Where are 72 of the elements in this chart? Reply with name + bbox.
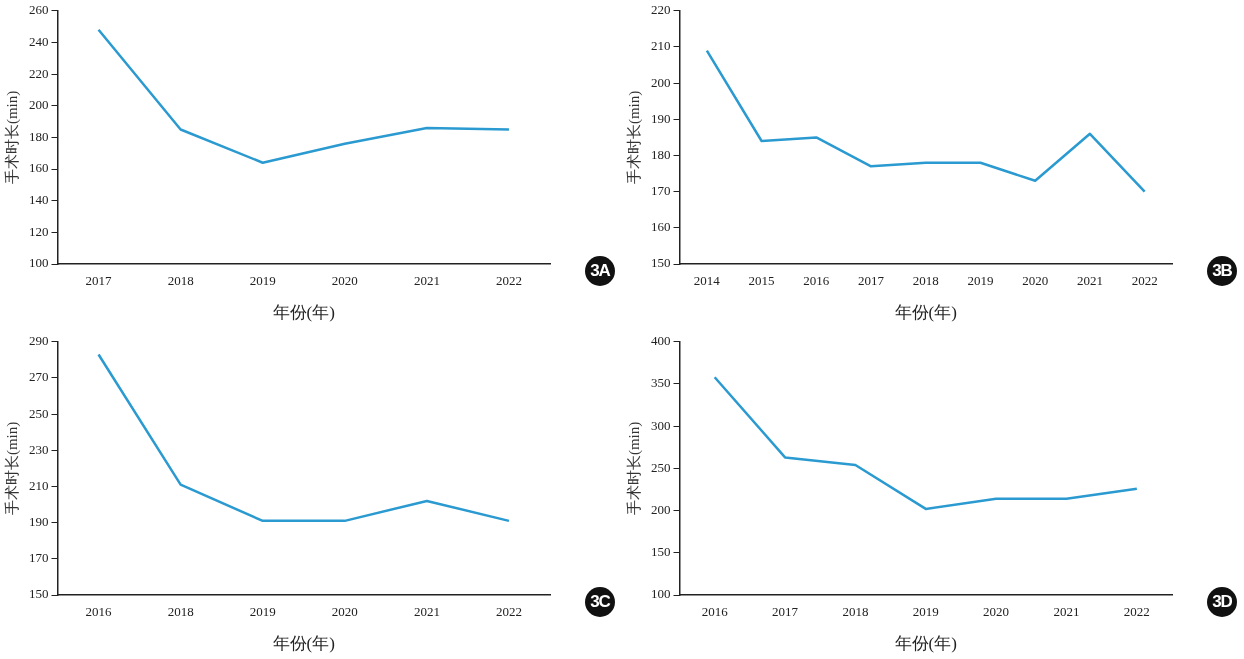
y-tick-label: 200 [651,74,671,90]
x-tick-label: 2017 [858,273,885,289]
y-tick-label: 240 [29,33,49,49]
x-tick-label: 2015 [748,273,775,289]
x-tick-label: 2018 [167,604,194,620]
x-tick-label: 2020 [1022,273,1049,289]
y-tick-label: 230 [29,441,49,457]
x-tick-label: 2016 [701,604,729,620]
x-axis-title: 年份(年) [272,303,335,323]
y-axis-title: 手术时长(min) [625,421,643,516]
x-tick-label: 2021 [413,604,440,620]
y-tick-label: 140 [29,192,49,208]
x-tick-label: 2019 [967,273,994,289]
y-axis-title: 手术时长(min) [625,90,643,185]
y-tick-label: 170 [29,550,49,566]
y-tick-label: 180 [651,146,671,162]
x-tick-label: 2022 [1123,604,1150,620]
y-tick-label: 150 [651,544,671,560]
y-tick-label: 210 [29,477,49,493]
x-tick-label: 2017 [85,273,113,289]
y-tick-label: 260 [29,2,49,18]
y-tick-label: 160 [651,219,671,235]
text: 3D [1207,587,1237,617]
x-tick-label: 2019 [249,273,276,289]
x-tick-label: 2016 [803,273,830,289]
x-tick-label: 2014 [693,273,721,289]
y-tick-label: 150 [651,255,671,271]
y-tick-label: 190 [29,514,49,530]
y-tick-label: 100 [29,255,49,271]
x-tick-label: 2020 [331,273,358,289]
x-tick-label: 2018 [842,604,869,620]
y-tick-label: 300 [651,417,671,433]
text: 3A [585,256,615,286]
y-tick-label: 270 [29,369,49,385]
y-tick-label: 350 [651,375,671,391]
x-axis-title: 年份(年) [272,634,335,654]
x-tick-label: 2022 [495,273,522,289]
text: 3C [585,587,615,617]
y-tick-label: 190 [651,110,671,126]
y-tick-label: 200 [29,97,49,113]
x-tick-label: 2022 [1131,273,1158,289]
x-tick-label: 2018 [167,273,194,289]
y-tick-label: 250 [29,405,49,421]
x-tick-label: 2021 [1076,273,1103,289]
y-tick-label: 180 [29,128,49,144]
x-tick-label: 2019 [912,604,939,620]
x-tick-label: 2021 [1053,604,1080,620]
y-tick-label: 290 [29,333,49,349]
y-axis-title: 手术时长(min) [3,421,21,516]
x-tick-label: 2017 [772,604,799,620]
y-tick-label: 250 [651,459,671,475]
y-tick-label: 100 [651,586,671,602]
y-tick-label: 400 [651,333,671,349]
x-tick-label: 2021 [413,273,440,289]
x-tick-label: 2020 [983,604,1010,620]
y-tick-label: 220 [29,65,49,81]
x-tick-label: 2020 [331,604,358,620]
x-tick-label: 2019 [249,604,276,620]
x-axis-title: 年份(年) [894,634,957,654]
y-tick-label: 160 [29,160,49,176]
x-axis-title: 年份(年) [894,303,957,323]
x-tick-label: 2016 [85,604,113,620]
x-tick-label: 2022 [495,604,522,620]
y-tick-label: 210 [651,38,671,54]
y-axis-title: 手术时长(min) [3,90,21,185]
x-tick-label: 2018 [912,273,939,289]
y-tick-label: 220 [651,2,671,18]
text: 3B [1207,256,1237,286]
y-tick-label: 200 [651,502,671,518]
y-tick-label: 120 [29,223,49,239]
y-tick-label: 150 [29,586,49,602]
y-tick-label: 170 [651,183,671,199]
